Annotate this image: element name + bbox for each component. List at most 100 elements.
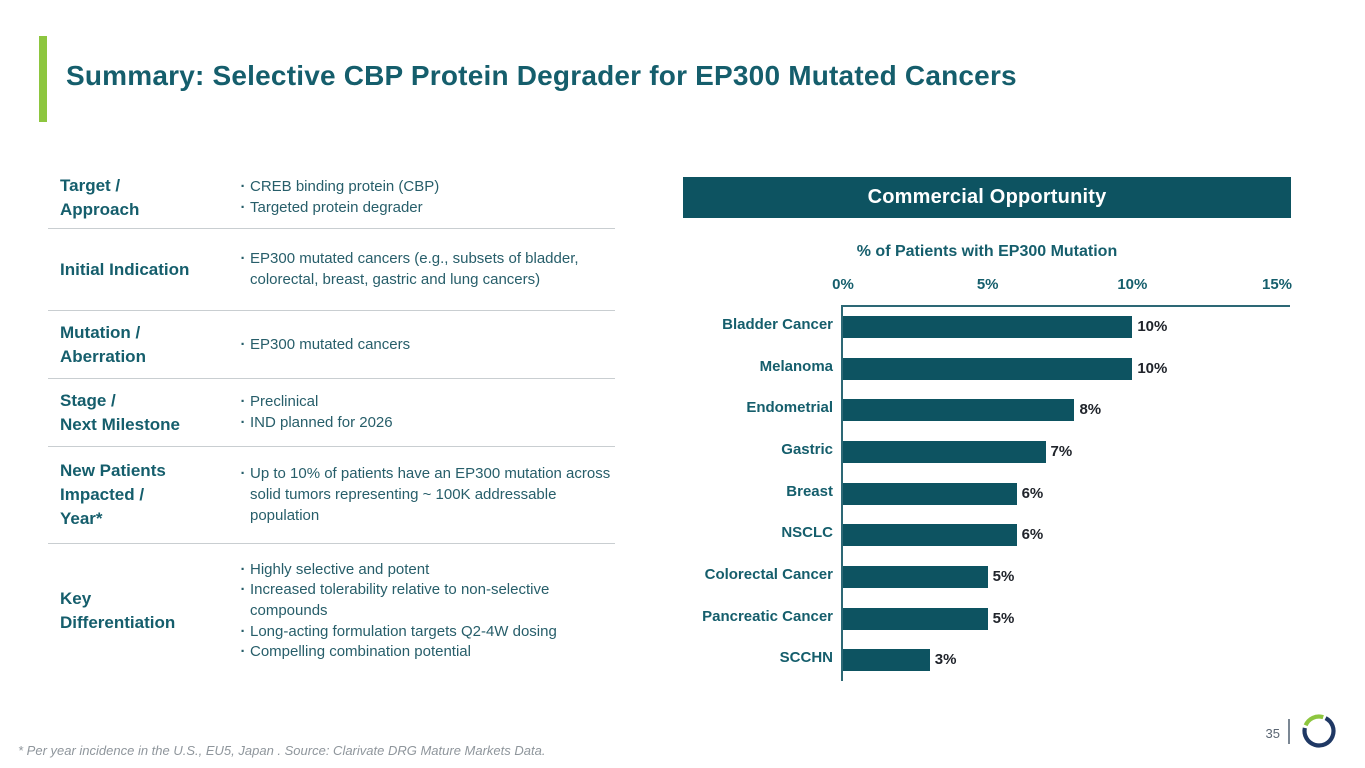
bar-chart-plot-area: 10% 10% 8% 7% 6% 6% 5% 5% 3% [841, 305, 1290, 681]
bullet-item: · Targeted protein degrader [236, 198, 615, 219]
bullet-item: · EP300 mutated cancers (e.g., subsets of… [236, 249, 615, 290]
table-row: Stage / Next Milestone · Preclinical · IND p… [48, 379, 615, 448]
table-row: Mutation / Aberration · EP300 mutated canc… [48, 311, 615, 380]
bullet-dot-icon: · [240, 560, 246, 578]
bullet-dot-icon: · [240, 413, 246, 431]
category-label: Bladder Cancer [722, 316, 833, 333]
bar-row: 8% [843, 399, 1292, 422]
bar [843, 482, 1017, 505]
category-label: Breast [786, 482, 833, 500]
bullet-text: CREB binding protein (CBP) [250, 178, 440, 195]
category-label: SCCHN [779, 649, 833, 667]
row-label: Stage / Next Milestone [60, 390, 180, 434]
x-axis-tick-label: 10% [1117, 276, 1148, 293]
bullet-item: · EP300 mutated cancers [236, 335, 615, 356]
commercial-opportunity-header: Commercial Opportunity [683, 177, 1291, 218]
bullet-text: Preclinical [250, 393, 319, 411]
bar-value-label: 10% [1137, 359, 1168, 377]
bar-value-label: 7% [1050, 442, 1073, 460]
bar-value-label: 5% [992, 609, 1015, 627]
bullet-item: · Compelling combination potential [236, 642, 615, 663]
row-bullet-list: · Highly selective and potent · Increased t… [234, 550, 615, 673]
category-label: Melanoma [759, 357, 833, 375]
bullet-text: EP300 mutated cancers (e.g., subsets of … [250, 250, 579, 288]
bullet-item: · Long-acting formulation targets Q2-4W d… [236, 622, 615, 643]
row-bullet-list: · Preclinical · IND planned for 2026 [234, 382, 615, 443]
bar-value-label: 5% [992, 567, 1015, 585]
page-number: 35 [1265, 726, 1280, 741]
bullet-dot-icon: · [240, 178, 246, 195]
bullet-item: · Preclinical [236, 392, 615, 413]
program-summary-table: Target / Approach · CREB binding protein (… [48, 167, 615, 678]
bar-value-label: 8% [1079, 401, 1102, 419]
bar [843, 440, 1046, 463]
table-row: New Patients Impacted / Year* · Up to 10% … [48, 447, 615, 545]
bar [843, 565, 988, 588]
category-label: Pancreatic Cancer [702, 607, 833, 625]
bar-value-label: 6% [1021, 526, 1044, 544]
bullet-dot-icon: · [240, 581, 246, 599]
chart-title: % of Patients with EP300 Mutation [856, 243, 1118, 260]
bar-value-label: 10% [1137, 318, 1168, 335]
bar [843, 316, 1133, 338]
bar [843, 357, 1133, 380]
title-accent-bar [39, 36, 47, 122]
bullet-dot-icon: · [240, 465, 246, 483]
bullet-dot-icon: · [240, 335, 246, 353]
x-axis-tick-label: 15% [1261, 276, 1293, 293]
bar-row: 3% [843, 649, 1292, 672]
x-axis-tick-label: 5% [976, 276, 999, 293]
row-label: Mutation / Aberration [60, 322, 146, 366]
row-bullet-list: · Up to 10% of patients have an EP300 mut… [234, 454, 615, 536]
bar [843, 649, 930, 672]
bullet-dot-icon: · [240, 250, 246, 268]
bar-row: 6% [843, 482, 1292, 505]
bullet-text: Compelling combination potential [250, 643, 471, 661]
bullet-item: · CREB binding protein (CBP) [236, 177, 615, 198]
bar [843, 399, 1075, 422]
bar-value-label: 6% [1021, 484, 1044, 502]
bullet-dot-icon: · [240, 622, 246, 640]
bullet-dot-icon: · [240, 393, 246, 411]
bar [843, 607, 988, 630]
row-label: Key Differentiation [60, 589, 176, 633]
bullet-item: · Up to 10% of patients have an EP300 mut… [236, 464, 615, 526]
bar-row: 10% [843, 357, 1292, 380]
category-label: Endometrial [746, 399, 833, 417]
company-ring-logo-icon [1302, 714, 1336, 748]
bullet-item: · IND planned for 2026 [236, 413, 615, 434]
bar [843, 524, 1017, 547]
bar-row: 5% [843, 565, 1292, 588]
bullet-dot-icon: · [240, 643, 246, 661]
row-label: New Patients Impacted / Year* [60, 461, 166, 529]
category-label: Gastric [781, 440, 833, 458]
bar-row: 5% [843, 607, 1292, 630]
bullet-text: Highly selective and potent [250, 560, 430, 578]
row-label: Initial Indication [60, 259, 190, 279]
table-row: Initial Indication · EP300 mutated cancers… [48, 229, 615, 312]
bar-row: 7% [843, 440, 1292, 463]
bullet-dot-icon: · [240, 198, 246, 216]
table-row: Key Differentiation · Highly selective and… [48, 544, 615, 678]
bar-value-label: 3% [934, 651, 957, 669]
category-label: Colorectal Cancer [704, 565, 833, 583]
footnote: * Per year incidence in the U.S., EU5, J… [18, 743, 546, 758]
page-title: Summary: Selective CBP Protein Degrader … [66, 60, 1017, 91]
bullet-text: EP300 mutated cancers [250, 335, 411, 353]
row-bullet-list: · EP300 mutated cancers (e.g., subsets of… [234, 239, 615, 300]
bullet-item: · Highly selective and potent [236, 560, 615, 581]
x-axis-tick-label: 0% [832, 276, 854, 293]
row-bullet-list: · CREB binding protein (CBP) · Targeted pro… [234, 167, 615, 228]
bullet-text: Long-acting formulation targets Q2-4W do… [250, 622, 557, 640]
bullet-item: · Increased tolerability relative to non-… [236, 580, 615, 621]
bullet-text: IND planned for 2026 [250, 413, 393, 431]
row-label: Target / Approach [60, 175, 140, 219]
table-row: Target / Approach · CREB binding protein (… [48, 167, 615, 230]
footer-separator [1288, 719, 1290, 744]
bar-row: 6% [843, 524, 1292, 547]
bullet-text: Targeted protein degrader [250, 198, 423, 216]
bar-row: 10% [843, 316, 1292, 338]
category-label: NSCLC [781, 524, 833, 542]
bullet-text: Up to 10% of patients have an EP300 muta… [250, 465, 611, 524]
